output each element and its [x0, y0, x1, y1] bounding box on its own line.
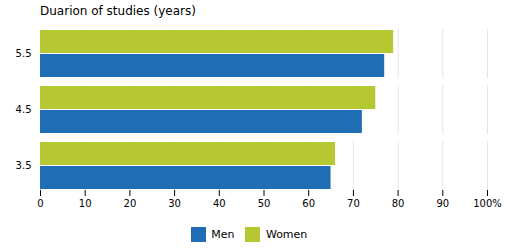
svg-text:90: 90 [436, 198, 449, 209]
svg-text:3.5: 3.5 [16, 160, 32, 171]
svg-text:4.5: 4.5 [16, 104, 32, 115]
svg-text:70: 70 [347, 198, 360, 209]
html-text:Women: Women [265, 228, 308, 241]
svg-text:20: 20 [124, 198, 137, 209]
html-text:Men: Men [211, 228, 235, 241]
html-text:Duarion of studies (years): Duarion of studies (years) [40, 4, 196, 18]
svg-text:40: 40 [213, 198, 226, 209]
svg-text:100%: 100% [473, 198, 502, 209]
svg-text:30: 30 [168, 198, 181, 209]
svg-text:5.5: 5.5 [16, 48, 32, 59]
svg-text:60: 60 [302, 198, 315, 209]
svg-text:80: 80 [392, 198, 405, 209]
svg-text:10: 10 [79, 198, 92, 209]
svg-text:50: 50 [258, 198, 271, 209]
svg-text:0: 0 [37, 198, 43, 209]
